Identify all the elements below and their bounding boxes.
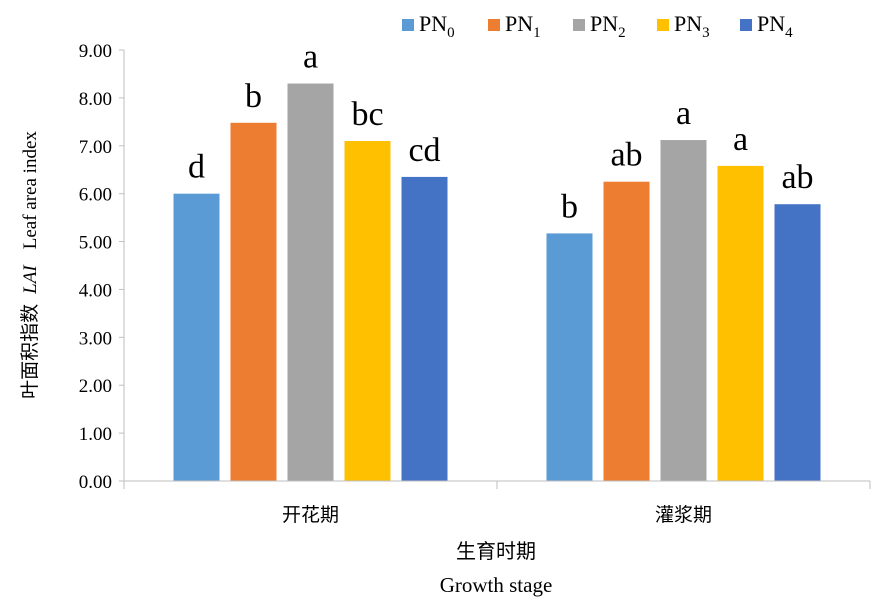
- significance-label: ab: [610, 137, 642, 174]
- bar: [660, 140, 707, 481]
- bar: [287, 83, 334, 482]
- category-label: 灌浆期: [655, 504, 712, 526]
- legend-entry: PN3: [674, 11, 710, 41]
- y-axis: 0.00 1.00 2.00 3.00 4.00 5.00 6.00 7.00 8.00 9.00: [79, 41, 125, 493]
- significance-label: d: [188, 149, 205, 186]
- y-tick-label: 0.00: [79, 472, 112, 493]
- bar: [546, 233, 593, 481]
- bar: [344, 140, 391, 481]
- y-tick-label: 4.00: [79, 280, 112, 301]
- significance-label: cd: [408, 132, 440, 169]
- x-axis-title-en: Growth stage: [440, 573, 553, 597]
- y-axis-title-abbr: LAI: [20, 264, 41, 295]
- x-axis-title-cn: 生育时期: [456, 539, 536, 563]
- legend-swatch: [573, 19, 585, 31]
- y-axis-title: 叶面积指数 LAI Leaf area index: [19, 131, 41, 399]
- y-tick-label: 9.00: [79, 41, 112, 62]
- bar: [401, 176, 448, 481]
- significance-label: a: [676, 95, 691, 132]
- y-tick-label: 7.00: [79, 137, 112, 158]
- legend-entry: PN2: [590, 11, 626, 41]
- bar: [774, 204, 821, 482]
- legend-swatch: [740, 19, 752, 31]
- legend-entry: PN0: [419, 11, 455, 41]
- legend-swatch: [488, 19, 500, 31]
- y-tick-label: 6.00: [79, 185, 112, 206]
- bar: [173, 193, 220, 481]
- significance-label: b: [561, 188, 578, 225]
- bar: [230, 122, 277, 482]
- bar: [717, 165, 764, 481]
- y-tick-label: 2.00: [79, 376, 112, 397]
- x-axis: 开花期 灌浆期: [123, 480, 871, 526]
- category-label: 开花期: [282, 504, 339, 526]
- legend-entry: PN4: [757, 11, 793, 41]
- y-tick-label: 8.00: [79, 89, 112, 110]
- legend-swatch: [657, 19, 669, 31]
- legend-entry: PN1: [505, 11, 541, 41]
- significance-label: bc: [351, 96, 383, 133]
- significance-label: a: [733, 121, 748, 158]
- y-axis-title-cn: 叶面积指数: [19, 304, 41, 399]
- bar: [603, 181, 650, 481]
- y-axis-title-en: Leaf area index: [20, 131, 41, 250]
- y-tick-label: 5.00: [79, 233, 112, 254]
- legend-swatch: [402, 19, 414, 31]
- significance-label: b: [245, 78, 262, 115]
- significance-label: ab: [781, 159, 813, 196]
- y-tick-label: 1.00: [79, 424, 112, 445]
- y-tick-label: 3.00: [79, 328, 112, 349]
- legend: PN0 PN1 PN2 PN3 PN4: [402, 11, 793, 41]
- significance-label: a: [303, 39, 318, 76]
